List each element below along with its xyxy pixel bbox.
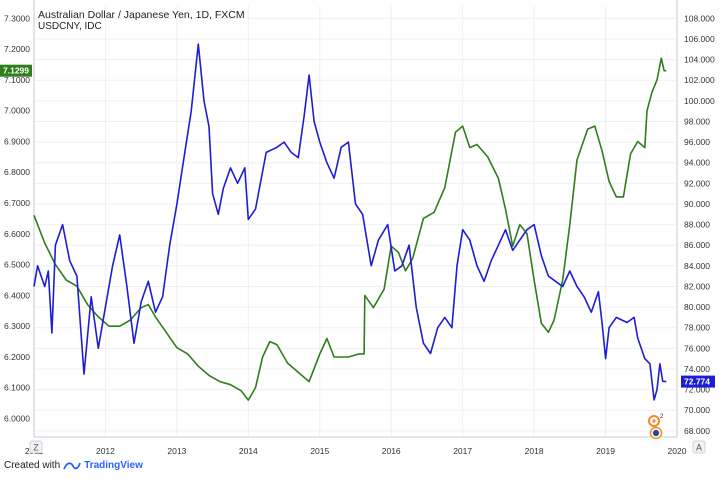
x-tick-label: 2012 — [96, 446, 115, 456]
right-tick-label: 72.000 — [684, 385, 710, 395]
right-last-value-badge — [681, 375, 715, 388]
right-tick-label: 104.000 — [684, 55, 715, 65]
footer: Created with TradingView — [4, 460, 143, 471]
right-tick-label: 106.000 — [684, 34, 715, 44]
x-tick-label: 2016 — [382, 446, 401, 456]
x-tick-label: 2013 — [167, 446, 186, 456]
left-tick-label: 6.8000 — [4, 167, 30, 177]
chart-subtitle: USDCNY, IDC — [38, 21, 102, 32]
right-tick-label: 70.000 — [684, 405, 710, 415]
right-tick-label: 76.000 — [684, 343, 710, 353]
right-tick-label: 78.000 — [684, 323, 710, 333]
x-tick-label: 2017 — [453, 446, 472, 456]
auto-scale-button-label: A — [696, 443, 702, 453]
right-tick-label: 86.000 — [684, 240, 710, 250]
left-tick-label: 7.1000 — [4, 75, 30, 85]
x-tick-label: 2020 — [668, 446, 687, 456]
series-line-right — [33, 43, 667, 401]
chart-title: Australian Dollar / Japanese Yen, 1D, FX… — [38, 9, 245, 21]
left-last-value-text: 7.1299 — [3, 66, 29, 76]
event-markers: 2 — [648, 414, 664, 440]
series — [33, 43, 667, 401]
right-tick-label: 102.000 — [684, 75, 715, 85]
last-value-badges: 7.1299 72.774 — [0, 64, 715, 388]
left-tick-label: 6.0000 — [4, 414, 30, 424]
right-tick-label: 88.000 — [684, 220, 710, 230]
tradingview-logo-icon — [63, 461, 81, 469]
x-tick-label: 2019 — [596, 446, 615, 456]
right-tick-label: 92.000 — [684, 178, 710, 188]
right-tick-label: 94.000 — [684, 158, 710, 168]
right-last-value-text: 72.774 — [684, 377, 710, 387]
left-tick-label: 6.6000 — [4, 229, 30, 239]
earnings-marker-dot-icon — [652, 419, 656, 423]
right-tick-label: 68.000 — [684, 426, 710, 436]
footer-brand[interactable]: TradingView — [84, 460, 143, 471]
left-tick-label: 6.7000 — [4, 198, 30, 208]
right-tick-label: 90.000 — [684, 199, 710, 209]
left-tick-label: 7.3000 — [4, 13, 30, 23]
right-tick-label: 74.000 — [684, 364, 710, 374]
left-tick-label: 6.4000 — [4, 290, 30, 300]
zoom-button[interactable] — [29, 440, 43, 454]
left-tick-label: 7.0000 — [4, 106, 30, 116]
grid — [33, 6, 678, 437]
marker-count: 2 — [660, 414, 664, 420]
x-tick-label: 2014 — [239, 446, 258, 456]
right-tick-label: 82.000 — [684, 281, 710, 291]
x-tick-label: 2018 — [525, 446, 544, 456]
zoom-button-label: Z — [33, 443, 39, 453]
footer-prefix: Created with — [4, 460, 61, 471]
scale-mode-controls: Z A — [29, 440, 706, 454]
left-tick-label: 6.2000 — [4, 352, 30, 362]
right-tick-label: 108.000 — [684, 13, 715, 23]
left-tick-label: 6.1000 — [4, 383, 30, 393]
auto-scale-button[interactable] — [692, 440, 706, 454]
left-last-value-badge — [0, 64, 32, 77]
right-tick-label: 96.000 — [684, 137, 710, 147]
left-tick-label: 6.3000 — [4, 321, 30, 331]
left-tick-label: 7.2000 — [4, 44, 30, 54]
left-tick-label: 6.9000 — [4, 136, 30, 146]
right-tick-label: 80.000 — [684, 302, 710, 312]
news-marker-flag-icon — [652, 429, 660, 437]
left-tick-label: 6.5000 — [4, 260, 30, 270]
axes: 2011201220132014201520162017201820192020… — [4, 0, 715, 456]
right-tick-label: 84.000 — [684, 261, 710, 271]
x-tick-label: 2015 — [310, 446, 329, 456]
right-tick-label: 100.000 — [684, 96, 715, 106]
right-tick-label: 98.000 — [684, 116, 710, 126]
